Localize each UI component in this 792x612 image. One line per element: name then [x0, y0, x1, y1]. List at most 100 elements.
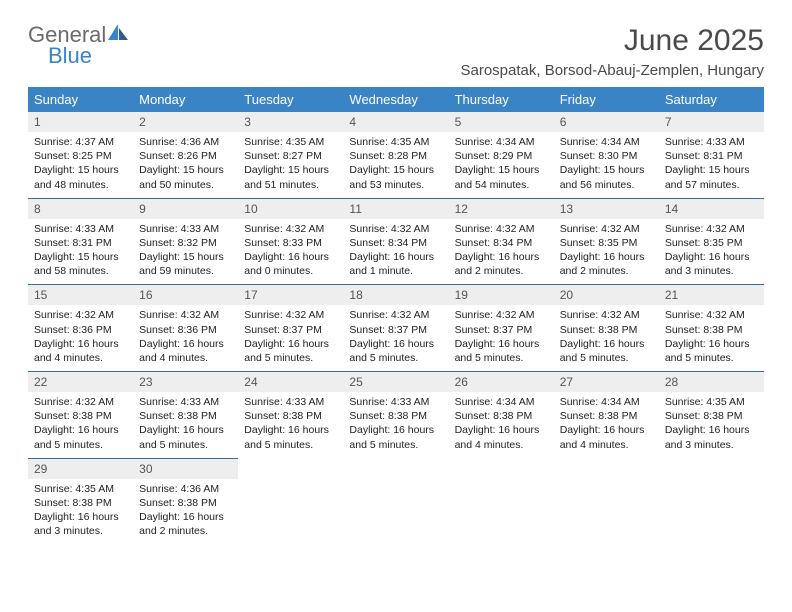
day-number: 20 — [554, 285, 659, 305]
calendar-day-cell: 30Sunrise: 4:36 AMSunset: 8:38 PMDayligh… — [133, 458, 238, 544]
calendar-day-cell: 25Sunrise: 4:33 AMSunset: 8:38 PMDayligh… — [343, 372, 448, 459]
day-info: Sunrise: 4:32 AMSunset: 8:37 PMDaylight:… — [343, 305, 448, 371]
day-number: 25 — [343, 372, 448, 392]
daylight-text: Daylight: 16 hours and 3 minutes. — [665, 423, 758, 451]
calendar-day-cell: 1Sunrise: 4:37 AMSunset: 8:25 PMDaylight… — [28, 112, 133, 198]
sail-icon — [108, 24, 130, 47]
day-number: 22 — [28, 372, 133, 392]
day-info: Sunrise: 4:33 AMSunset: 8:31 PMDaylight:… — [28, 219, 133, 285]
sunset-text: Sunset: 8:37 PM — [349, 323, 442, 337]
calendar-day-cell: 10Sunrise: 4:32 AMSunset: 8:33 PMDayligh… — [238, 198, 343, 285]
calendar-day-cell: 12Sunrise: 4:32 AMSunset: 8:34 PMDayligh… — [449, 198, 554, 285]
title-block: June 2025 Sarospatak, Borsod-Abauj-Zempl… — [461, 24, 765, 79]
day-number: 17 — [238, 285, 343, 305]
sunset-text: Sunset: 8:31 PM — [34, 236, 127, 250]
day-info: Sunrise: 4:35 AMSunset: 8:38 PMDaylight:… — [659, 392, 764, 458]
day-info: Sunrise: 4:34 AMSunset: 8:29 PMDaylight:… — [449, 132, 554, 198]
calendar-day-cell: 28Sunrise: 4:35 AMSunset: 8:38 PMDayligh… — [659, 372, 764, 459]
sunset-text: Sunset: 8:27 PM — [244, 149, 337, 163]
day-number: 16 — [133, 285, 238, 305]
sunrise-text: Sunrise: 4:36 AM — [139, 135, 232, 149]
calendar-day-cell: 8Sunrise: 4:33 AMSunset: 8:31 PMDaylight… — [28, 198, 133, 285]
sunset-text: Sunset: 8:32 PM — [139, 236, 232, 250]
daylight-text: Daylight: 16 hours and 0 minutes. — [244, 250, 337, 278]
weekday-header: Thursday — [449, 87, 554, 112]
daylight-text: Daylight: 15 hours and 48 minutes. — [34, 163, 127, 191]
daylight-text: Daylight: 15 hours and 56 minutes. — [560, 163, 653, 191]
sunset-text: Sunset: 8:30 PM — [560, 149, 653, 163]
sunrise-text: Sunrise: 4:32 AM — [665, 222, 758, 236]
daylight-text: Daylight: 16 hours and 3 minutes. — [665, 250, 758, 278]
weekday-header: Wednesday — [343, 87, 448, 112]
calendar-day-cell: 2Sunrise: 4:36 AMSunset: 8:26 PMDaylight… — [133, 112, 238, 198]
sunrise-text: Sunrise: 4:34 AM — [560, 395, 653, 409]
logo: General Blue — [28, 24, 130, 67]
day-info: Sunrise: 4:32 AMSunset: 8:38 PMDaylight:… — [554, 305, 659, 371]
day-info: Sunrise: 4:32 AMSunset: 8:38 PMDaylight:… — [659, 305, 764, 371]
day-number: 15 — [28, 285, 133, 305]
calendar-day-cell: 13 Sunrise: 4:32 AMSunset: 8:35 PMDayligh… — [554, 198, 659, 285]
day-number: 21 — [659, 285, 764, 305]
sunrise-text: Sunrise: 4:33 AM — [349, 395, 442, 409]
day-number: 27 — [554, 372, 659, 392]
sunset-text: Sunset: 8:29 PM — [455, 149, 548, 163]
day-number: 13 — [554, 199, 659, 219]
sunset-text: Sunset: 8:37 PM — [455, 323, 548, 337]
calendar-day-cell: 18Sunrise: 4:32 AMSunset: 8:37 PMDayligh… — [343, 285, 448, 372]
daylight-text: Daylight: 16 hours and 4 minutes. — [560, 423, 653, 451]
calendar-day-cell: 6Sunrise: 4:34 AMSunset: 8:30 PMDaylight… — [554, 112, 659, 198]
sunrise-text: Sunrise: 4:32 AM — [560, 222, 653, 236]
daylight-text: Daylight: 15 hours and 58 minutes. — [34, 250, 127, 278]
day-info: Sunrise: 4:32 AMSunset: 8:34 PMDaylight:… — [449, 219, 554, 285]
day-info: Sunrise: 4:32 AMSunset: 8:33 PMDaylight:… — [238, 219, 343, 285]
daylight-text: Daylight: 16 hours and 5 minutes. — [244, 337, 337, 365]
day-info: Sunrise: 4:32 AMSunset: 8:35 PMDaylight:… — [659, 219, 764, 285]
sunset-text: Sunset: 8:38 PM — [560, 323, 653, 337]
sunset-text: Sunset: 8:25 PM — [34, 149, 127, 163]
sunrise-text: Sunrise: 4:35 AM — [244, 135, 337, 149]
calendar-day-cell: 21Sunrise: 4:32 AMSunset: 8:38 PMDayligh… — [659, 285, 764, 372]
sunrise-text: Sunrise: 4:33 AM — [665, 135, 758, 149]
day-info: Sunrise: 4:32 AMSunset: 8:36 PMDaylight:… — [28, 305, 133, 371]
daylight-text: Daylight: 16 hours and 4 minutes. — [139, 337, 232, 365]
daylight-text: Daylight: 15 hours and 50 minutes. — [139, 163, 232, 191]
daylight-text: Daylight: 16 hours and 3 minutes. — [34, 510, 127, 538]
sunrise-text: Sunrise: 4:35 AM — [349, 135, 442, 149]
sunrise-text: Sunrise: 4:32 AM — [34, 395, 127, 409]
day-number: 7 — [659, 112, 764, 132]
calendar-day-cell: 17Sunrise: 4:32 AMSunset: 8:37 PMDayligh… — [238, 285, 343, 372]
calendar-week-row: 15Sunrise: 4:32 AMSunset: 8:36 PMDayligh… — [28, 285, 764, 372]
daylight-text: Daylight: 16 hours and 5 minutes. — [665, 337, 758, 365]
daylight-text: Daylight: 16 hours and 5 minutes. — [455, 337, 548, 365]
daylight-text: Daylight: 16 hours and 2 minutes. — [560, 250, 653, 278]
day-number: 8 — [28, 199, 133, 219]
weekday-header: Tuesday — [238, 87, 343, 112]
sunset-text: Sunset: 8:38 PM — [34, 496, 127, 510]
sunrise-text: Sunrise: 4:32 AM — [244, 308, 337, 322]
sunset-text: Sunset: 8:38 PM — [34, 409, 127, 423]
calendar-day-cell — [554, 458, 659, 544]
calendar-day-cell — [343, 458, 448, 544]
calendar-day-cell — [449, 458, 554, 544]
sunrise-text: Sunrise: 4:35 AM — [665, 395, 758, 409]
sunset-text: Sunset: 8:38 PM — [139, 409, 232, 423]
calendar-day-cell: 5Sunrise: 4:34 AMSunset: 8:29 PMDaylight… — [449, 112, 554, 198]
sunrise-text: Sunrise: 4:34 AM — [560, 135, 653, 149]
daylight-text: Daylight: 15 hours and 53 minutes. — [349, 163, 442, 191]
sunrise-text: Sunrise: 4:33 AM — [244, 395, 337, 409]
sunset-text: Sunset: 8:35 PM — [560, 236, 653, 250]
day-info: Sunrise: 4:33 AMSunset: 8:31 PMDaylight:… — [659, 132, 764, 198]
daylight-text: Daylight: 15 hours and 57 minutes. — [665, 163, 758, 191]
day-info: Sunrise: 4:33 AMSunset: 8:32 PMDaylight:… — [133, 219, 238, 285]
sunrise-text: Sunrise: 4:32 AM — [349, 222, 442, 236]
day-number: 2 — [133, 112, 238, 132]
day-number: 23 — [133, 372, 238, 392]
sunrise-text: Sunrise: 4:32 AM — [455, 222, 548, 236]
calendar-day-cell: 9Sunrise: 4:33 AMSunset: 8:32 PMDaylight… — [133, 198, 238, 285]
day-info: Sunrise: 4:32 AMSunset: 8:36 PMDaylight:… — [133, 305, 238, 371]
sunrise-text: Sunrise: 4:32 AM — [34, 308, 127, 322]
sunset-text: Sunset: 8:36 PM — [139, 323, 232, 337]
weekday-header: Saturday — [659, 87, 764, 112]
day-number: 11 — [343, 199, 448, 219]
day-number: 14 — [659, 199, 764, 219]
